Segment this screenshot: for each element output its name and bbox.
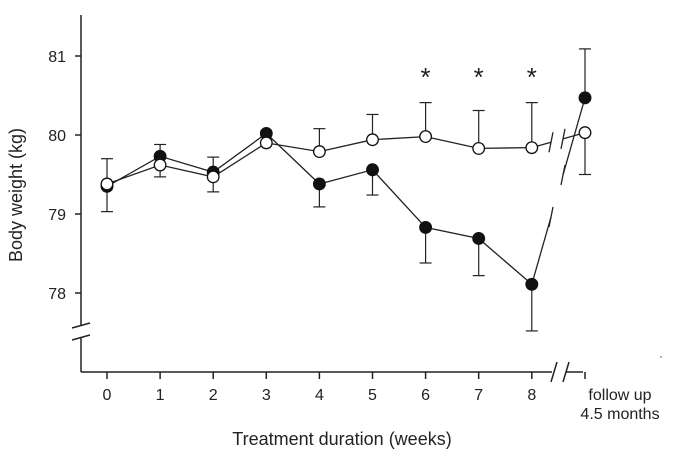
marker-open-8 <box>525 141 539 155</box>
marker-filled-followup <box>578 91 592 105</box>
marker-open-2 <box>206 170 220 184</box>
marker-filled-7 <box>472 232 486 245</box>
y-axis-break-mark-lower <box>71 334 91 341</box>
series-lines <box>106 97 586 285</box>
x-tick-label-followup-line2: 4.5 months <box>580 406 659 423</box>
x-tick-label-1: 1 <box>156 387 165 404</box>
series-link-before-break-filled <box>531 216 552 285</box>
labels: Treatment duration (weeks) Body weight (… <box>6 49 660 449</box>
x-tick-label-2: 2 <box>209 387 218 404</box>
y-tick-label-78: 78 <box>48 286 66 303</box>
x-tick-label-0: 0 <box>103 387 112 404</box>
marker-filled-6 <box>419 220 433 234</box>
x-tick-label-8: 8 <box>527 387 536 404</box>
y-axis-label: Body weight (kg) <box>6 128 26 262</box>
axes <box>71 15 662 383</box>
marker-open-0 <box>100 177 114 191</box>
x-tick-label-6: 6 <box>421 387 430 404</box>
x-axis-break-mark-left <box>550 361 558 383</box>
marker-open-5 <box>366 133 379 147</box>
marker-filled-5 <box>366 163 379 177</box>
significance-star-week-6: * <box>421 62 431 92</box>
y-axis-break-mark-upper <box>71 322 91 329</box>
series-break-mark-a-open <box>548 132 554 153</box>
x-axis-label: Treatment duration (weeks) <box>232 429 451 449</box>
marker-filled-8 <box>525 277 539 291</box>
marker-open-followup <box>578 126 592 140</box>
x-tick-label-4: 4 <box>315 387 324 404</box>
markers <box>100 91 592 291</box>
y-tick-label-79: 79 <box>48 207 66 224</box>
y-tick-label-81: 81 <box>48 49 66 66</box>
marker-open-3 <box>259 136 273 150</box>
x-tick-label-7: 7 <box>474 387 483 404</box>
marker-filled-4 <box>312 177 326 191</box>
marker-open-4 <box>312 145 326 159</box>
x-tick-label-3: 3 <box>262 387 271 404</box>
x-tick-label-5: 5 <box>368 387 377 404</box>
error-bars <box>101 48 591 332</box>
series-break-mark-a-filled <box>548 206 554 228</box>
series-break-mark-b-filled <box>560 164 566 186</box>
x-tick-label-followup-line1: follow up <box>588 387 651 404</box>
series-break-mark-b-open <box>560 128 566 149</box>
series-link-after-break-filled <box>562 97 586 176</box>
marker-open-6 <box>419 130 433 144</box>
significance-star-week-8: * <box>527 62 537 92</box>
y-tick-label-80: 80 <box>48 128 66 145</box>
marker-open-7 <box>472 141 486 155</box>
x-axis-break-mark-right <box>562 361 570 383</box>
significance-star-week-7: * <box>474 62 484 92</box>
marker-open-1 <box>153 158 167 172</box>
